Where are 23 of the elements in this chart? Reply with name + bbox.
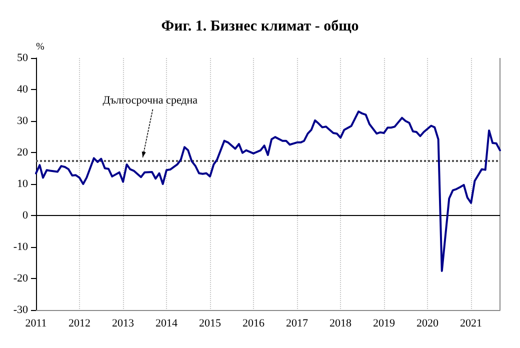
y-axis-title: % bbox=[36, 42, 44, 52]
x-tick-label: 2019 bbox=[373, 318, 396, 330]
y-tick-label: -20 bbox=[13, 272, 28, 284]
y-tick-label: 10 bbox=[17, 178, 28, 190]
y-tick-label: 40 bbox=[17, 84, 28, 96]
x-tick-label: 2011 bbox=[25, 318, 47, 330]
y-tick-label: 50 bbox=[17, 52, 28, 64]
x-tick-label: 2020 bbox=[416, 318, 439, 330]
ref-line-label: Дългосрочна средна bbox=[102, 94, 198, 106]
x-tick-label: 2015 bbox=[199, 318, 222, 330]
y-tick-label: 0 bbox=[22, 210, 28, 222]
x-tick-label: 2016 bbox=[242, 318, 265, 330]
x-tick-label: 2021 bbox=[460, 318, 482, 330]
y-tick-label: 30 bbox=[17, 115, 28, 127]
x-tick-label: 2013 bbox=[112, 318, 135, 330]
y-tick-label: -30 bbox=[13, 304, 28, 316]
x-tick-label: 2017 bbox=[286, 318, 309, 330]
x-tick-label: 2012 bbox=[68, 318, 90, 330]
x-tick-label: 2018 bbox=[330, 318, 352, 330]
y-tick-label: 20 bbox=[17, 146, 28, 158]
x-tick-label: 2014 bbox=[156, 318, 178, 330]
y-tick-label: -10 bbox=[13, 241, 28, 253]
chart-title: Фиг. 1. Бизнес климат - общо bbox=[161, 18, 359, 34]
